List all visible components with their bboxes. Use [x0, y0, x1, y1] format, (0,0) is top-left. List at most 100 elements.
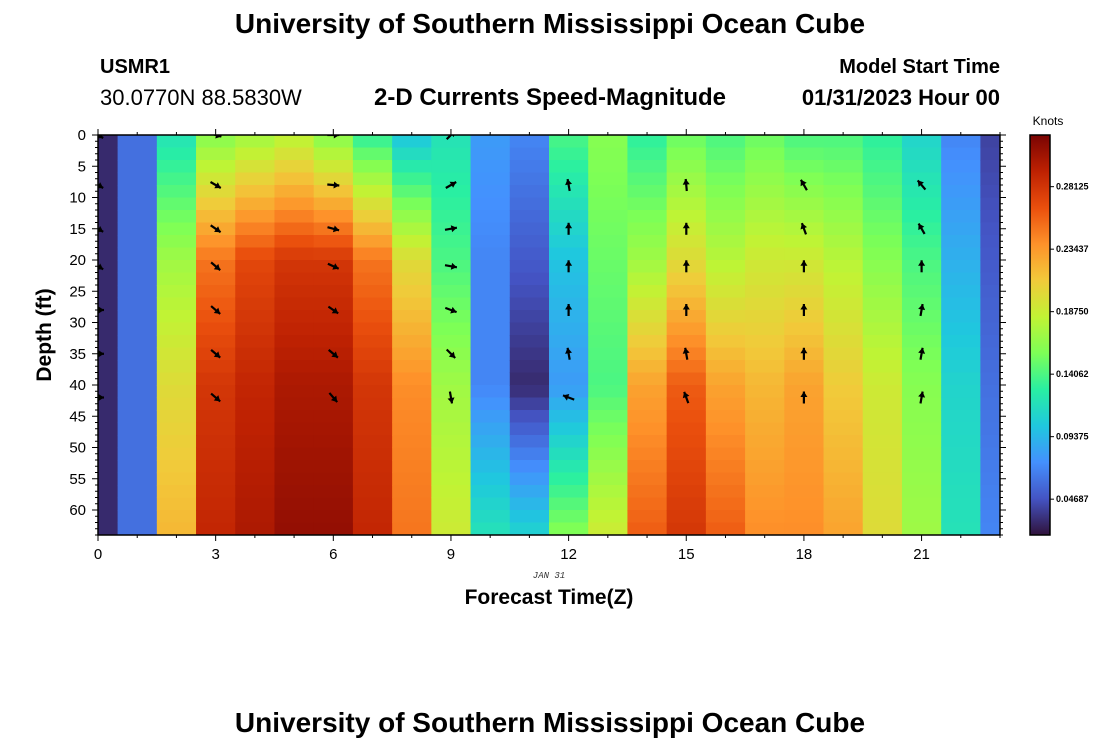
- heatmap-cell: [470, 422, 511, 436]
- heatmap-cell: [509, 197, 550, 211]
- heatmap-cell: [431, 335, 472, 349]
- heatmap-cell: [352, 385, 393, 399]
- heatmap-cell: [784, 322, 825, 336]
- heatmap-cell: [980, 185, 1000, 199]
- heatmap-cell: [549, 397, 589, 411]
- heatmap-cell: [823, 347, 864, 361]
- heatmap-cell: [745, 485, 785, 499]
- heatmap-cell: [941, 185, 981, 199]
- heatmap-cell: [431, 447, 472, 461]
- heatmap-cell: [705, 135, 746, 149]
- heatmap-cell: [313, 185, 354, 199]
- current-arrow: [799, 179, 808, 191]
- current-arrow: [209, 181, 222, 189]
- heatmap-cell: [156, 135, 197, 149]
- heatmap-cell: [117, 347, 158, 361]
- heatmap-cell: [705, 147, 746, 161]
- colorbar-tick-label: 0.09375: [1056, 432, 1089, 442]
- heatmap-cell: [470, 272, 511, 286]
- current-arrow: [565, 178, 572, 192]
- heatmap-cell: [823, 260, 864, 274]
- heatmap-cell: [274, 510, 315, 524]
- heatmap-cell: [470, 410, 511, 424]
- heatmap-cell: [823, 172, 864, 186]
- heatmap-cell: [745, 172, 785, 186]
- heatmap-cell: [549, 235, 589, 249]
- heatmap-cell: [509, 485, 550, 499]
- heatmap-cell: [823, 510, 864, 524]
- heatmap-cell: [509, 222, 550, 236]
- current-arrow: [98, 394, 104, 401]
- heatmap-cell: [549, 422, 589, 436]
- heatmap-cell: [666, 235, 707, 249]
- heatmap-cell: [470, 160, 511, 174]
- heatmap-cell: [784, 522, 825, 535]
- heatmap-cell: [392, 385, 432, 399]
- heatmap-cell: [156, 435, 197, 449]
- heatmap-cell: [235, 210, 276, 224]
- current-arrow: [800, 260, 808, 273]
- heatmap-cell: [941, 422, 981, 436]
- heatmap-cell: [745, 410, 785, 424]
- heatmap-cell: [196, 185, 236, 199]
- heatmap-cell: [941, 397, 981, 411]
- heatmap-cell: [823, 210, 864, 224]
- heatmap-cell: [156, 185, 197, 199]
- heatmap-cell: [705, 385, 746, 399]
- heatmap-cell: [901, 497, 942, 511]
- heatmap-cell: [666, 335, 707, 349]
- heatmap-cell: [901, 310, 942, 324]
- heatmap-cell: [627, 385, 668, 399]
- heatmap-cell: [901, 210, 942, 224]
- heatmap-cell: [823, 497, 864, 511]
- current-arrow: [445, 348, 456, 359]
- heatmap-cell: [156, 235, 197, 249]
- heatmap-cell: [862, 235, 903, 249]
- heatmap-cell: [862, 272, 903, 286]
- heatmap-cell: [392, 410, 432, 424]
- heatmap-cell: [588, 397, 629, 411]
- y-tick-label: 30: [69, 315, 86, 332]
- heatmap-cell: [784, 410, 825, 424]
- heatmap-cell: [431, 160, 472, 174]
- heatmap-cell: [705, 260, 746, 274]
- current-arrow: [682, 178, 690, 192]
- heatmap-cell: [313, 335, 354, 349]
- heatmap-cell: [196, 297, 236, 311]
- heatmap-cell: [549, 285, 589, 299]
- heatmap-cell: [980, 160, 1000, 174]
- heatmap-cell: [352, 297, 393, 311]
- heatmap-cell: [745, 160, 785, 174]
- heatmap-cell: [117, 322, 158, 336]
- heatmap-cell: [745, 497, 785, 511]
- heatmap-cell: [941, 247, 981, 261]
- heatmap-cell: [823, 422, 864, 436]
- heatmap-cell: [666, 397, 707, 411]
- heatmap-cell: [627, 135, 668, 149]
- heatmap-cell: [745, 460, 785, 474]
- x-tick-label: 0: [94, 546, 102, 563]
- heatmap-cell: [901, 485, 942, 499]
- heatmap-cell: [274, 322, 315, 336]
- heatmap-cell: [941, 160, 981, 174]
- heatmap-cell: [941, 472, 981, 486]
- colorbar-unit: Knots: [1033, 114, 1064, 128]
- heatmap-cell: [196, 385, 236, 399]
- heatmap-cell: [941, 285, 981, 299]
- heatmap-cell: [313, 272, 354, 286]
- heatmap-cell: [666, 497, 707, 511]
- heatmap-cell: [392, 335, 432, 349]
- heatmap-cell: [98, 435, 119, 449]
- heatmap-cell: [352, 185, 393, 199]
- heatmap-cell: [862, 160, 903, 174]
- heatmap-cell: [901, 360, 942, 374]
- heatmap-cell: [274, 160, 315, 174]
- heatmap-cell: [705, 160, 746, 174]
- heatmap-cell: [392, 235, 432, 249]
- heatmap-cell: [117, 472, 158, 486]
- heatmap-cell: [235, 260, 276, 274]
- heatmap-cell: [235, 497, 276, 511]
- current-arrow: [210, 261, 221, 271]
- heatmap-cell: [352, 285, 393, 299]
- heatmap-cell: [980, 322, 1000, 336]
